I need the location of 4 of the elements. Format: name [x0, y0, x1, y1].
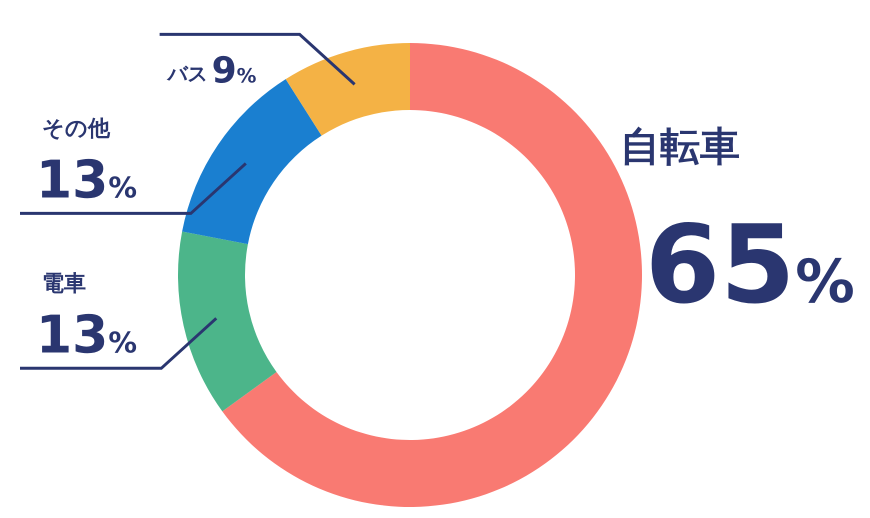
slice-label: 電車 [42, 271, 86, 296]
slice-label: バス [166, 61, 208, 86]
slice-label: その他 [42, 116, 111, 142]
slice-label: 自転車 [620, 124, 740, 170]
